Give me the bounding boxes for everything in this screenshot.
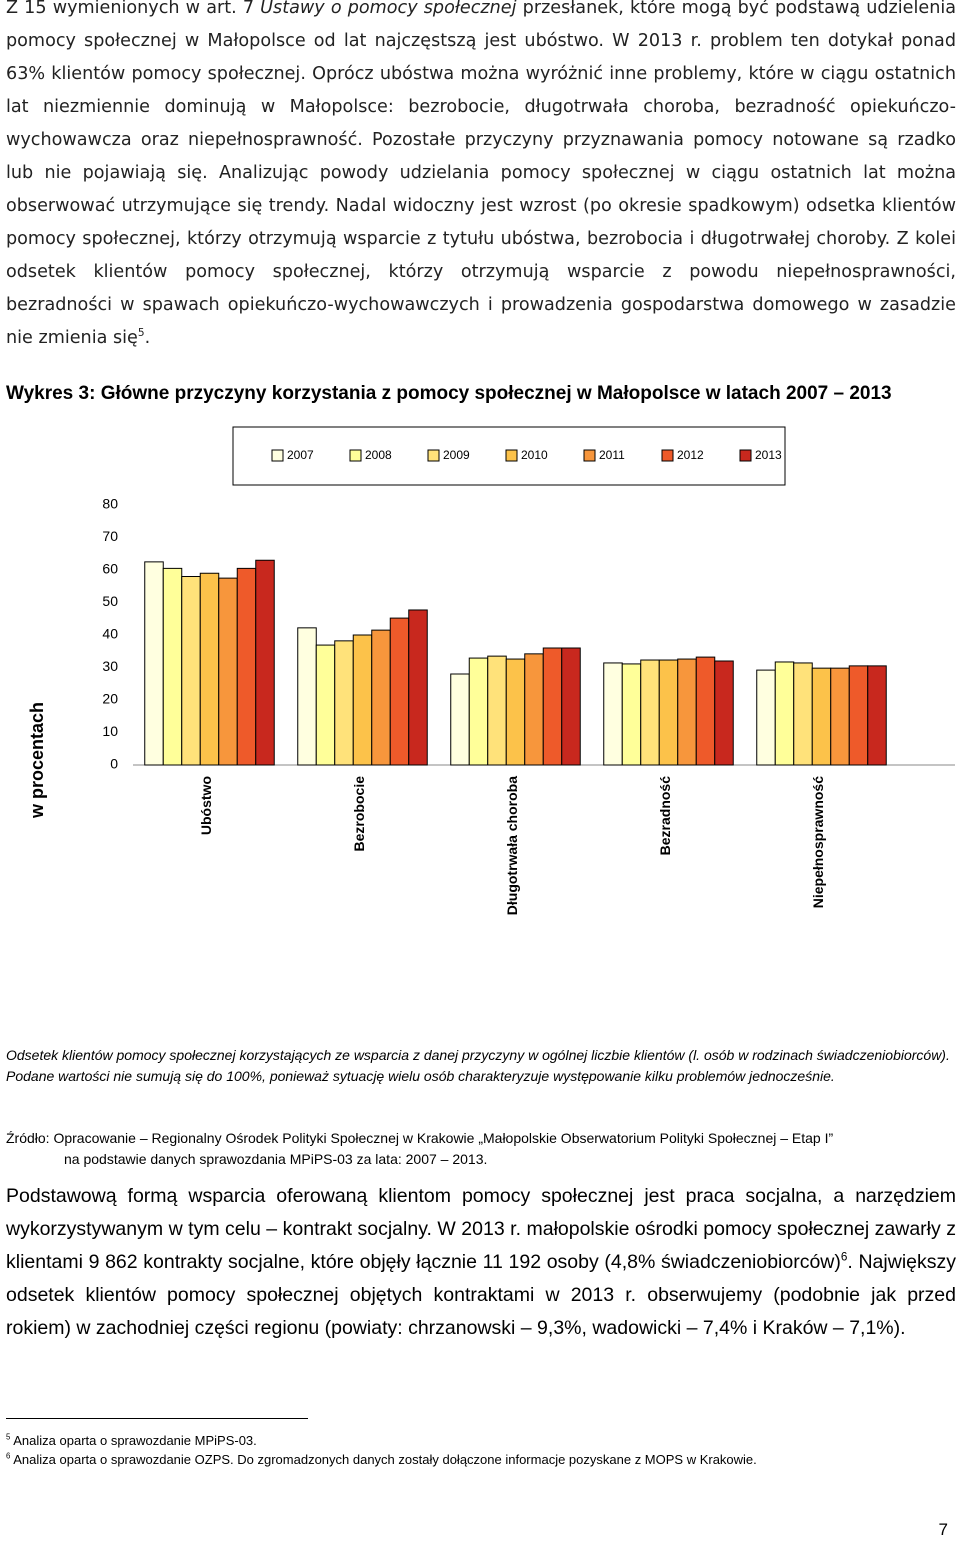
source-line: Źródło: Opracowanie – Regionalny Ośrodek… xyxy=(6,1130,834,1146)
bar xyxy=(714,660,734,766)
bar xyxy=(793,662,813,766)
x-tick-label: Bezradność xyxy=(657,776,673,856)
footnote-ref: 5 xyxy=(137,327,145,340)
footnote-number: 6 xyxy=(6,1451,11,1461)
bar xyxy=(524,653,544,766)
bar xyxy=(830,667,850,766)
bar xyxy=(774,661,795,766)
legend-label: 2009 xyxy=(443,448,470,462)
paragraph: Podstawową formą wsparcia oferowaną klie… xyxy=(6,1180,956,1345)
footnote: 5 Analiza oparta o sprawozdanie MPiPS-03… xyxy=(6,1432,257,1449)
source-line: na podstawie danych sprawozdania MPiPS-0… xyxy=(64,1151,488,1167)
legend-swatch xyxy=(349,449,362,462)
source: Źródło: Opracowanie – Regionalny Ośrodek… xyxy=(6,1128,956,1170)
legend-label: 2008 xyxy=(365,448,392,462)
bar xyxy=(561,647,581,766)
bar xyxy=(450,673,470,766)
bar xyxy=(468,657,489,766)
legend-label: 2007 xyxy=(287,448,314,462)
footnote-ref: 6 xyxy=(840,1250,848,1264)
text: . Największy odsetek klientów pomocy spo… xyxy=(6,1251,956,1339)
legend-label: 2013 xyxy=(755,448,782,462)
bar xyxy=(621,663,642,766)
bar xyxy=(695,656,716,766)
paragraph: Z 15 wymienionych w art. 7 Ustawy o pomo… xyxy=(6,0,956,355)
legend-swatch xyxy=(583,449,596,462)
y-tick-label: 10 xyxy=(102,723,118,739)
bar xyxy=(218,577,238,766)
legend-swatch xyxy=(661,449,674,462)
bar xyxy=(236,567,257,766)
legend-box xyxy=(232,426,786,486)
legend-swatch xyxy=(427,449,440,462)
bar xyxy=(640,659,660,766)
bar xyxy=(371,629,391,766)
text: . xyxy=(144,328,151,348)
bar xyxy=(334,640,354,766)
y-tick-label: 0 xyxy=(110,756,118,772)
footnote-separator xyxy=(6,1418,308,1419)
y-tick-label: 30 xyxy=(102,658,118,674)
bar xyxy=(352,634,373,766)
y-tick-label: 20 xyxy=(102,691,118,707)
y-tick-label: 40 xyxy=(102,626,118,642)
text: przesłanek, które mogą być podstawą udzi… xyxy=(6,0,957,348)
y-tick-label: 80 xyxy=(102,496,118,512)
bar xyxy=(811,667,832,766)
y-tick-label: 50 xyxy=(102,593,118,609)
x-tick-label: Ubóstwo xyxy=(198,776,214,835)
y-axis-label: w procentach xyxy=(27,702,47,819)
footnote: 6 Analiza oparta o sprawozdanie OZPS. Do… xyxy=(6,1451,757,1468)
legend-label: 2012 xyxy=(677,448,704,462)
x-tick-label: Długotrwała choroba xyxy=(504,776,520,915)
bar xyxy=(144,561,164,766)
bar xyxy=(756,669,776,766)
bar xyxy=(315,644,336,766)
bar xyxy=(848,665,869,766)
bar xyxy=(162,567,183,766)
text: Z 15 wymienionych w art. 7 xyxy=(6,0,255,18)
text-italic: Ustawy o pomocy społecznej xyxy=(260,0,517,18)
page-number: 7 xyxy=(938,1520,948,1539)
legend-label: 2011 xyxy=(599,448,625,462)
legend-swatch xyxy=(739,449,752,462)
x-tick-label: Bezrobocie xyxy=(351,776,367,852)
legend-label: 2010 xyxy=(521,448,548,462)
bar xyxy=(505,658,526,766)
legend-swatch xyxy=(271,449,284,462)
bar xyxy=(255,559,275,766)
footnote-number: 5 xyxy=(6,1432,11,1442)
footnote-text: Analiza oparta o sprawozdanie OZPS. Do z… xyxy=(13,1452,757,1467)
text: Podstawową formą wsparcia oferowaną klie… xyxy=(6,1185,956,1273)
bar xyxy=(389,617,410,766)
bar xyxy=(487,655,507,766)
x-tick-label: Niepełnosprawność xyxy=(810,776,826,908)
bar xyxy=(677,658,697,766)
bar xyxy=(542,647,563,766)
legend-swatch xyxy=(505,449,518,462)
bar xyxy=(408,609,428,766)
chart: Wykres 3: Główne przyczyny korzystania z… xyxy=(6,383,955,915)
bar xyxy=(297,627,317,766)
y-tick-label: 60 xyxy=(102,561,118,577)
bar xyxy=(658,659,679,766)
chart-title: Wykres 3: Główne przyczyny korzystania z… xyxy=(6,383,892,404)
chart-note: Odsetek klientów pomocy społecznej korzy… xyxy=(6,1047,950,1084)
y-tick-label: 70 xyxy=(102,528,118,544)
bar xyxy=(181,576,201,766)
bar xyxy=(199,572,220,766)
bar xyxy=(867,665,887,766)
footnote-text: Analiza oparta o sprawozdanie MPiPS-03. xyxy=(13,1433,257,1448)
bar xyxy=(603,662,623,766)
